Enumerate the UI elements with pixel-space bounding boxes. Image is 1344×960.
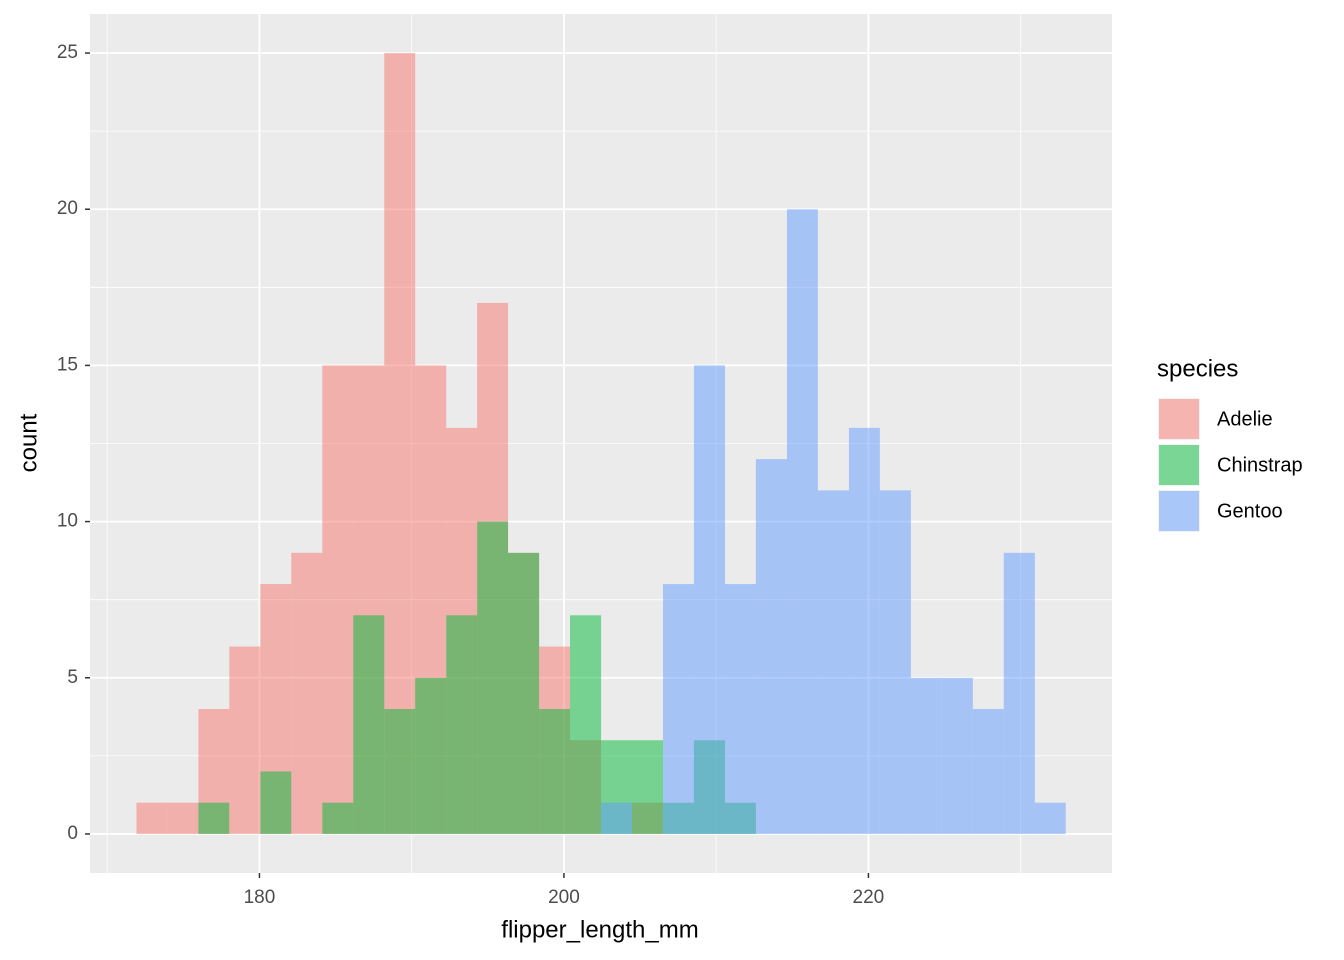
y-tick-label: 0 (67, 823, 78, 844)
legend-label: Chinstrap (1217, 454, 1303, 476)
bar (539, 709, 571, 834)
bar (631, 740, 664, 834)
y-tick-label: 5 (67, 667, 78, 688)
bar (198, 802, 230, 834)
x-tick-label: 220 (853, 887, 885, 908)
legend-swatch (1159, 491, 1199, 531)
bar (136, 802, 168, 834)
bar (1003, 552, 1035, 834)
legend-title: species (1157, 355, 1238, 382)
bar (415, 677, 447, 834)
bar (879, 490, 911, 834)
bar (786, 209, 818, 834)
legend-swatch (1159, 399, 1199, 439)
bar (229, 646, 261, 834)
bar (601, 802, 632, 834)
y-tick-label: 10 (57, 511, 78, 532)
bar (972, 709, 1004, 834)
axes: 180 200 220 0 5 10 15 20 25 (57, 42, 884, 908)
x-axis-title: flipper_length_mm (501, 916, 698, 943)
bar (477, 521, 509, 834)
bar (941, 677, 973, 834)
bar (322, 802, 354, 834)
legend-label: Gentoo (1217, 500, 1283, 522)
bar (1034, 802, 1066, 834)
bar (663, 584, 694, 834)
y-tick-label: 20 (57, 198, 78, 219)
bar (291, 552, 323, 834)
bar (260, 771, 292, 834)
legend-swatch (1159, 445, 1199, 485)
x-tick-label: 180 (244, 887, 276, 908)
bar (848, 427, 880, 834)
bar (508, 552, 540, 834)
bar (167, 802, 199, 834)
x-tick-label: 200 (548, 887, 580, 908)
bar (322, 365, 354, 834)
bar (693, 365, 726, 834)
y-axis-title: count (15, 413, 42, 472)
y-tick-label: 25 (57, 42, 78, 63)
bar (570, 615, 602, 834)
legend-label: Adelie (1217, 408, 1273, 430)
bar (446, 615, 478, 834)
bar (384, 709, 416, 834)
bar (353, 615, 385, 834)
legend: Adelie Chinstrap Gentoo (1158, 398, 1303, 532)
bar (755, 459, 787, 834)
bar (910, 677, 942, 834)
bars (136, 53, 1066, 834)
bar (384, 53, 416, 834)
bar (725, 584, 756, 834)
y-tick-label: 15 (57, 354, 78, 375)
bar (817, 490, 849, 834)
